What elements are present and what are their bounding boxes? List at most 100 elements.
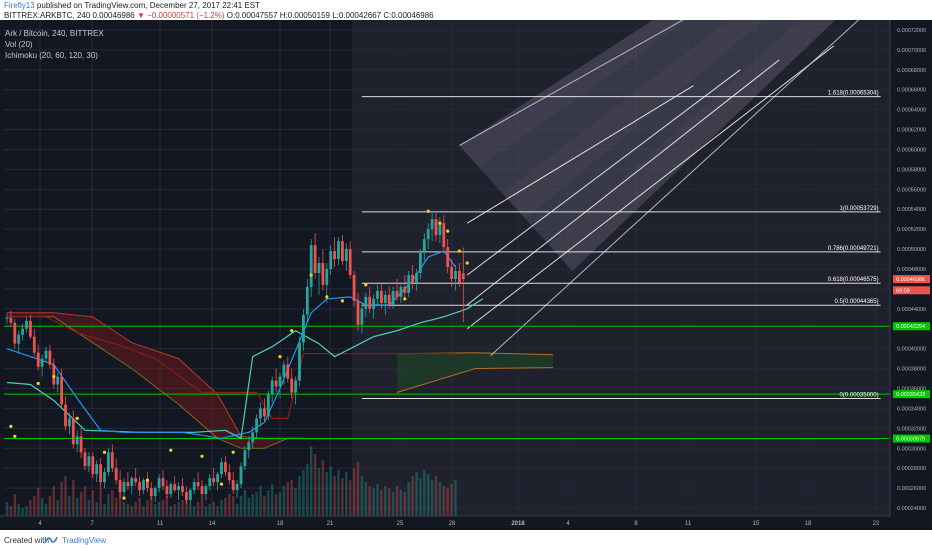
pivot-dot [278, 355, 282, 359]
volume-bar [200, 498, 204, 516]
volume-bar [37, 488, 40, 516]
volume-bar [427, 474, 430, 516]
volume-bar [44, 504, 48, 516]
volume-bar [380, 490, 383, 516]
candle-body [52, 364, 56, 385]
volume-bar [56, 500, 59, 516]
volume-bar [111, 490, 114, 516]
volume-bar [154, 504, 157, 516]
candle-body [21, 328, 24, 335]
volume-bar [391, 492, 395, 516]
fib-channel-band [459, 20, 689, 168]
price-tag [893, 275, 930, 284]
x-tick-label: 14 [209, 521, 216, 527]
fib-channel-band [478, 20, 729, 194]
volume-bar [274, 494, 278, 516]
candle-body [91, 456, 95, 475]
volume-bar [21, 508, 24, 516]
candle-body [450, 267, 453, 279]
fib-channel-line [466, 45, 835, 330]
pivot-dot [403, 297, 407, 301]
candle-body [56, 376, 60, 385]
volume-bar [115, 498, 118, 516]
candle-body [60, 376, 63, 405]
candle-body [302, 314, 305, 343]
author-link[interactable]: Firefly13 [4, 1, 35, 10]
y-tick-label: 0.00024000 [897, 506, 926, 512]
price-tag-label: 0.00035433 [896, 392, 925, 398]
candle-body [438, 223, 442, 236]
candle-body [337, 241, 340, 260]
volume-bar [349, 480, 352, 516]
fib-level-label: 1.618(0.00065304) [828, 91, 879, 97]
tradingview-brand[interactable]: TradingView [62, 536, 107, 545]
volume-bar [368, 486, 371, 516]
y-tick-label: 0.00026000 [897, 486, 926, 492]
x-tick-label: 4 [38, 521, 42, 527]
chart-area[interactable]: 1.618(0.00065304) 1(0.00053729) 0.786(0.00… [0, 20, 932, 530]
volume-bar [60, 482, 63, 516]
y-tick-label: 0.00056000 [897, 187, 926, 193]
candle-body [103, 472, 106, 483]
fib-channel-band [549, 20, 836, 271]
candle-body [446, 247, 450, 268]
candle-body [266, 394, 270, 417]
candle-body [204, 486, 208, 495]
volume-bar [107, 494, 110, 516]
volume-bar [438, 482, 442, 516]
x-tick-label: 8 [634, 521, 638, 527]
volume-bar [232, 496, 235, 516]
volume-bar [302, 470, 305, 516]
y-tick-label: 0.00028000 [897, 466, 926, 472]
volume-bar [220, 500, 223, 516]
volume-bar [306, 464, 309, 516]
volume-bar [134, 502, 137, 516]
candle-body [239, 466, 243, 485]
y-tick-label: 0.00058000 [897, 167, 926, 173]
volume-bar [95, 502, 98, 516]
candle-body [40, 358, 44, 367]
chart-header: Firefly13 published on TradingView.com, … [0, 0, 932, 20]
volume-bar [40, 498, 44, 516]
candle-body [231, 480, 235, 491]
candle-body [87, 456, 91, 467]
candle-body [294, 380, 297, 393]
candle-body [286, 364, 290, 379]
volume-bar [345, 472, 348, 516]
candle-body [247, 442, 251, 451]
candle-body [83, 452, 87, 467]
y-tick-label: 0.00048000 [897, 267, 926, 273]
last-value: 0.00046986 [92, 11, 135, 20]
candle-body [235, 484, 239, 491]
fib-level-label: 0(0.00035000) [840, 392, 879, 398]
volume-bar [118, 484, 122, 516]
candle-body [422, 239, 426, 254]
volume-bar [204, 506, 208, 516]
candle-body [309, 245, 313, 287]
fib-channel-line [459, 20, 684, 146]
y-tick-label: 0.00036000 [897, 387, 926, 393]
volume-bar [103, 504, 106, 516]
candle-body [185, 492, 188, 501]
volume-bar [430, 480, 434, 516]
candle-body [196, 482, 200, 487]
y-tick-label: 0.00034000 [897, 406, 926, 412]
volume-bar [17, 504, 20, 516]
volume-bar [169, 506, 172, 516]
candle-body [391, 290, 395, 305]
volume-bar [263, 496, 266, 516]
volume-bar [196, 502, 200, 516]
volume-bar [352, 468, 356, 516]
price-chart[interactable]: 1.618(0.00065304) 1(0.00053729) 0.786(0.00… [0, 20, 932, 530]
y-tick-label: 0.00030000 [897, 446, 926, 452]
candle-body [188, 490, 192, 501]
y-tick-label: 0.00070000 [897, 48, 926, 54]
x-tick-label: 22 [873, 521, 880, 527]
pivot-dot [457, 249, 461, 253]
fib-channel-line [466, 69, 741, 276]
pivot-dot [145, 478, 149, 482]
legend-ichimoku: Ichimoku (20, 60, 120, 30) [5, 51, 98, 60]
candle-body [442, 223, 446, 248]
candle-body [192, 482, 196, 491]
volume-bar [87, 500, 91, 516]
